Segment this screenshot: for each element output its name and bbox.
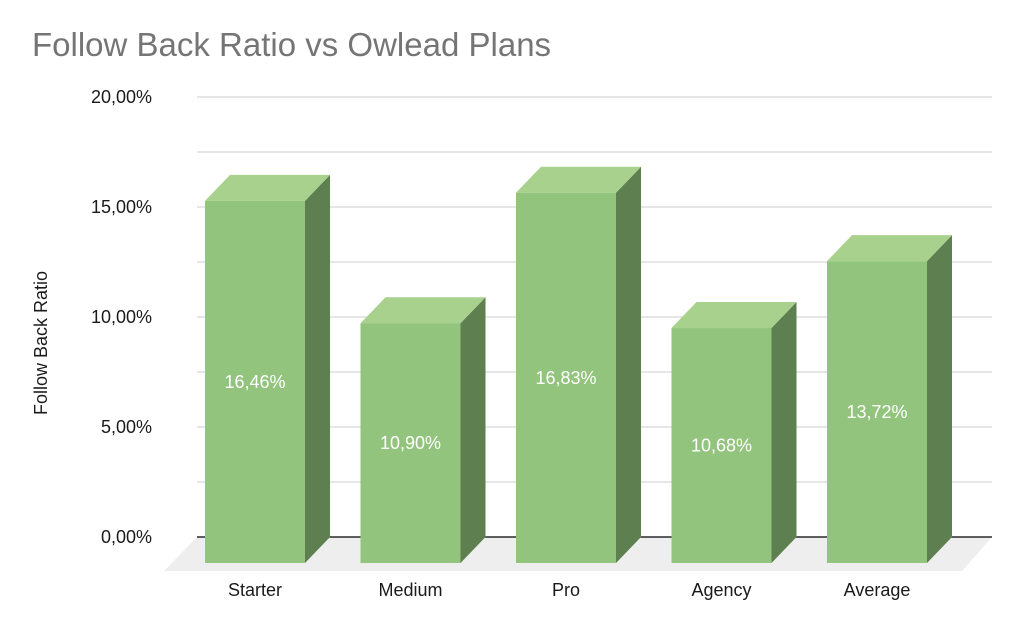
data-label: 10,90%	[380, 433, 441, 453]
bar-side	[616, 166, 641, 564]
bar-medium: 10,90%	[360, 297, 486, 563]
data-label: 13,72%	[846, 402, 907, 422]
x-category-label: Medium	[378, 580, 442, 600]
bar-front	[827, 261, 927, 563]
bar-average: 13,72%	[827, 235, 952, 563]
bar-side	[305, 174, 330, 563]
bars: 16,46% 10,90% 16,83% 10,68% 13,72%	[205, 166, 952, 564]
bar-front	[360, 323, 461, 563]
bar-front	[516, 192, 616, 564]
y-tick-label: 20,00%	[91, 87, 152, 107]
bar-front	[671, 328, 772, 563]
x-category-label: Pro	[552, 580, 580, 600]
bar-side	[771, 302, 797, 563]
y-tick-label: 15,00%	[91, 197, 152, 217]
y-axis-title: Follow Back Ratio	[31, 271, 51, 415]
data-label: 16,46%	[224, 372, 285, 392]
x-category-label: Average	[844, 580, 911, 600]
y-tick-label: 0,00%	[101, 527, 152, 547]
bar-top	[671, 302, 797, 329]
bar-front	[205, 200, 305, 563]
bar-starter: 16,46%	[205, 174, 330, 563]
bar-side	[927, 235, 952, 563]
y-axis-ticks: 0,00% 5,00% 10,00% 15,00% 20,00%	[91, 87, 152, 547]
bar-top	[360, 297, 486, 324]
y-tick-label: 5,00%	[101, 417, 152, 437]
x-category-label: Agency	[691, 580, 751, 600]
bar-top	[827, 235, 952, 262]
bar-pro: 16,83%	[516, 166, 641, 564]
bar-side	[460, 297, 486, 563]
bar-top	[205, 174, 330, 201]
bar-agency: 10,68%	[671, 302, 797, 563]
data-label: 10,68%	[691, 436, 752, 456]
x-category-label: Starter	[228, 580, 282, 600]
chart-title: Follow Back Ratio vs Owlead Plans	[32, 26, 552, 63]
y-tick-label: 10,00%	[91, 307, 152, 327]
x-axis-categories: Starter Medium Pro Agency Average	[228, 580, 910, 600]
data-label: 16,83%	[535, 368, 596, 388]
bar-top	[516, 166, 641, 193]
